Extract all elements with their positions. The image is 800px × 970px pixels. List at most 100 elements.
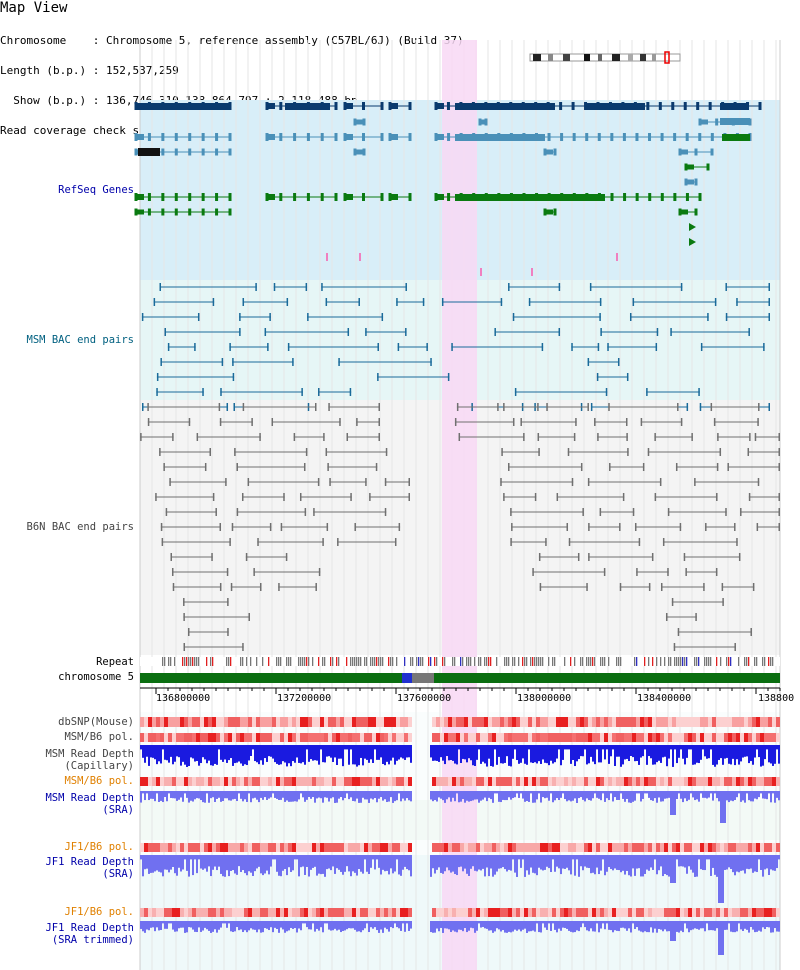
heat-cell [368, 843, 372, 852]
depth-bar [268, 791, 270, 799]
heat-cell [296, 908, 300, 917]
depth-bar [494, 791, 496, 794]
depth-bar [626, 855, 628, 871]
heat-cell [720, 733, 724, 742]
heat-cell [492, 843, 496, 852]
heat-cell [172, 717, 176, 727]
track-label-msm-bac[interactable]: MSM BAC end pairs [26, 334, 134, 346]
depth-bar [754, 921, 756, 933]
depth-bar [638, 745, 640, 765]
depth-bar [628, 745, 630, 762]
depth-bar [160, 921, 162, 931]
depth-bar [382, 921, 384, 933]
heat-cell [196, 733, 200, 742]
depth-bar [620, 855, 622, 873]
repeat-element [480, 657, 482, 666]
track-label-dbsnp: dbSNP(Mouse) [58, 716, 134, 728]
depth-bar [622, 855, 624, 871]
repeat-element [298, 657, 300, 666]
depth-bar [392, 791, 394, 803]
bac-end-left [299, 493, 302, 501]
depth-bar [670, 791, 672, 815]
bac-end-left [293, 433, 296, 441]
heat-cell [736, 908, 740, 917]
depth-bar [544, 791, 546, 799]
heat-cell [380, 777, 384, 786]
depth-bar [744, 745, 746, 757]
heat-cell [244, 733, 248, 742]
heat-cell [712, 733, 716, 742]
depth-bar [248, 855, 250, 872]
bac-end-left [725, 283, 727, 291]
heat-cell [400, 733, 404, 742]
depth-bar [146, 921, 148, 930]
bac-end-left [140, 433, 142, 441]
heat-cell [636, 843, 640, 852]
heat-cell [680, 908, 684, 917]
depth-bar [642, 791, 644, 799]
depth-bar [658, 921, 660, 929]
depth-bar [140, 791, 142, 803]
bac-end-left [170, 553, 173, 561]
depth-bar [186, 921, 188, 933]
depth-bar [274, 745, 276, 763]
depth-bar [508, 921, 510, 932]
depth-bar [524, 921, 526, 929]
depth-bar [242, 745, 244, 766]
depth-bar [294, 791, 296, 802]
heat-cell [664, 733, 668, 742]
depth-bar [158, 855, 160, 872]
track-label-refseq-genes[interactable]: RefSeq Genes [58, 184, 134, 196]
heat-cell [144, 777, 148, 786]
bac-end-right [599, 298, 602, 306]
heat-cell [228, 908, 232, 917]
depth-bar [354, 791, 356, 802]
depth-bar [260, 791, 262, 798]
gene-exon [215, 193, 219, 201]
bac-end-right [322, 538, 324, 546]
heat-cell [176, 777, 180, 786]
gene-exon [585, 133, 589, 141]
heat-cell [604, 908, 608, 917]
depth-bar [214, 921, 216, 930]
gene-exon [758, 102, 762, 110]
depth-bar [694, 791, 696, 801]
heat-cell [768, 717, 772, 727]
depth-bar [504, 855, 506, 870]
depth-bar [388, 791, 390, 802]
depth-bar [676, 791, 678, 800]
depth-bar [760, 855, 762, 870]
depth-bar [474, 745, 476, 766]
depth-bar [162, 791, 164, 803]
depth-bar [748, 855, 750, 870]
depth-bar [436, 791, 438, 802]
bac-end-left [640, 418, 643, 426]
depth-bar [658, 791, 660, 798]
heat-cell [556, 908, 560, 917]
depth-bar [514, 791, 516, 798]
depth-bar [242, 791, 244, 802]
depth-bar [622, 921, 624, 928]
heat-cell [180, 777, 184, 786]
depth-bar [726, 921, 728, 930]
depth-bar [674, 855, 676, 883]
heat-cell [288, 777, 292, 786]
depth-bar [486, 855, 488, 868]
bac-end-right [447, 373, 450, 381]
depth-bar [250, 921, 252, 929]
repeat-element [290, 657, 292, 666]
bac-end-left [236, 463, 238, 471]
depth-bar [378, 921, 380, 933]
bac-end-left [736, 298, 738, 306]
gene-exon [334, 193, 338, 201]
gene-exon [694, 208, 698, 216]
depth-bar [232, 745, 234, 766]
depth-bar [600, 745, 602, 763]
depth-bar [284, 921, 286, 933]
heat-cell [612, 908, 616, 917]
track-label-b6n-bac[interactable]: B6N BAC end pairs [26, 521, 134, 533]
depth-bar [224, 791, 226, 799]
heat-cell [656, 717, 660, 727]
heat-cell [624, 777, 628, 786]
